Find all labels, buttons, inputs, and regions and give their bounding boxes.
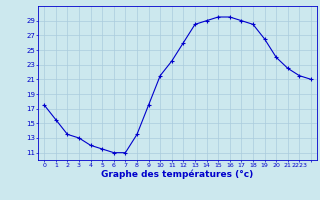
X-axis label: Graphe des températures (°c): Graphe des températures (°c) [101,170,254,179]
